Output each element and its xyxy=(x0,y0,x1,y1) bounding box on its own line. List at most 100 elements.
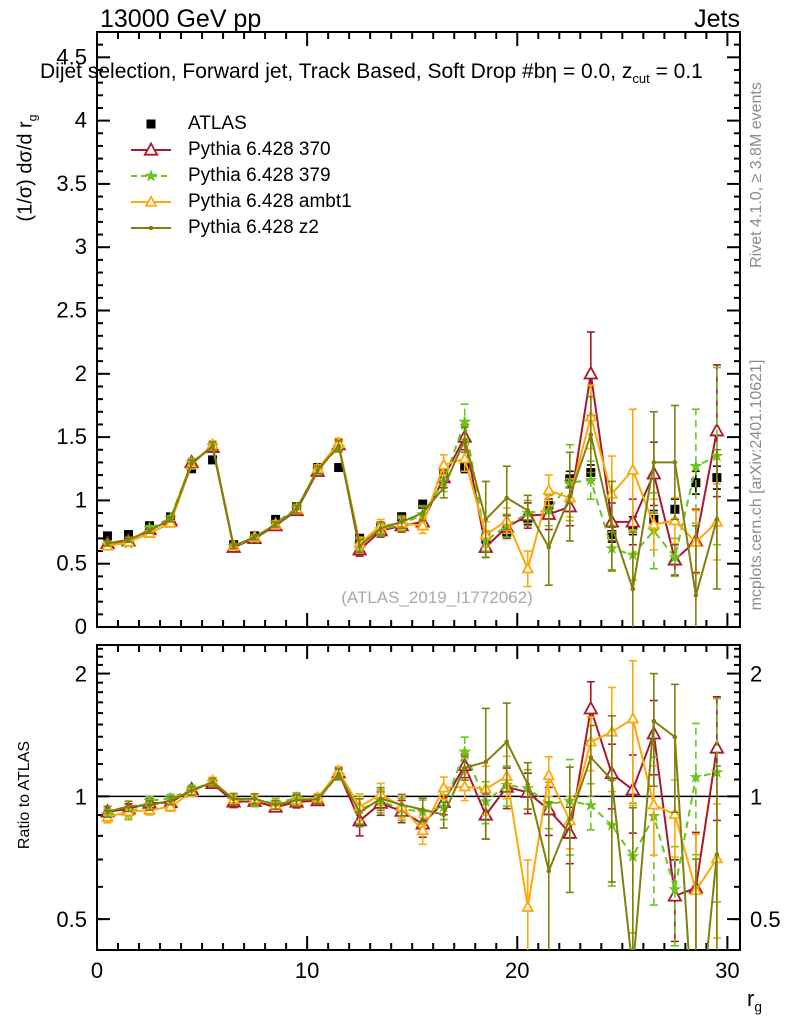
mcplots-reference-note: mcplots.cern.ch [arXiv:2401.10621] xyxy=(748,359,765,611)
data-marker-dot xyxy=(336,443,341,449)
data-marker-dot xyxy=(210,443,215,449)
data-marker-dot xyxy=(525,508,531,513)
data-marker-triangle xyxy=(458,779,472,792)
legend-marker-pythia-6-428-370-icon xyxy=(131,141,171,156)
data-marker-dot xyxy=(252,534,257,540)
series-line-pythia-6-428-370 xyxy=(107,373,718,562)
legend-label: Pythia 6.428 ambt1 xyxy=(188,191,352,212)
data-marker-square xyxy=(146,119,156,129)
legend-item-pythia-6-428-z2: Pythia 6.428 z2 xyxy=(128,215,352,241)
data-marker-square xyxy=(334,462,344,472)
series-line-pythia-6-428-ambt1 xyxy=(107,413,718,572)
data-marker-triangle xyxy=(583,365,599,380)
legend-item-pythia-6-428-ambt1: Pythia 6.428 ambt1 xyxy=(128,189,352,215)
data-marker-dot xyxy=(126,537,131,542)
data-marker-star xyxy=(668,882,682,895)
y-main-tick-label: 0.5 xyxy=(56,551,87,576)
rivet-version-note: Rivet 4.1.0, ≥ 3.8M events xyxy=(748,82,765,268)
data-marker-dot xyxy=(147,528,152,534)
legend-item-atlas: ATLAS xyxy=(128,111,352,137)
ratio-tick-label-right: 2 xyxy=(750,662,762,687)
legend-marker-pythia-6-428-z2-icon xyxy=(131,225,171,231)
series-pythia-6-428-ambt1-main xyxy=(101,384,724,588)
ratio-tick-label-left: 0.5 xyxy=(56,907,87,932)
legend-item-pythia-6-428-370: Pythia 6.428 370 xyxy=(128,137,352,163)
data-marker-dot xyxy=(294,506,299,512)
data-marker-dot xyxy=(168,517,173,522)
data-marker-dot xyxy=(441,812,447,817)
series-pythia-6-428-z2-main xyxy=(103,395,721,627)
legend-label: Pythia 6.428 370 xyxy=(188,139,331,160)
data-marker-dot xyxy=(630,586,636,592)
data-marker-dot xyxy=(273,522,278,527)
data-marker-dot xyxy=(631,968,636,973)
data-marker-dot xyxy=(651,718,657,724)
data-marker-dot xyxy=(315,467,320,473)
legend-marker-pythia-6-428-379-icon xyxy=(131,169,171,182)
data-marker-dot xyxy=(420,510,426,516)
main-panel-frame xyxy=(96,31,741,628)
data-marker-dot xyxy=(148,225,154,231)
data-marker-dot xyxy=(672,460,678,465)
series-pythia-6-428-370-ratio xyxy=(99,680,725,950)
data-marker-dot xyxy=(525,782,531,787)
y-main-tick-label: 3 xyxy=(75,234,87,259)
legend-label: Pythia 6.428 379 xyxy=(188,165,331,186)
data-marker-dot xyxy=(504,495,510,501)
y-main-tick-label: 1.5 xyxy=(56,424,87,449)
data-marker-star xyxy=(668,550,682,563)
data-marker-dot xyxy=(252,796,257,802)
legend-item-pythia-6-428-379: Pythia 6.428 379 xyxy=(128,163,352,189)
x-tick-label: 20 xyxy=(505,958,529,983)
series-line-pythia-6-428-370 xyxy=(107,708,718,898)
data-marker-dot xyxy=(567,816,573,822)
data-marker-dot xyxy=(399,802,404,807)
series-line-pythia-6-428-ambt1 xyxy=(107,717,718,908)
data-marker-star xyxy=(458,745,472,758)
data-marker-dot xyxy=(315,796,320,802)
x-axis-title: rg xyxy=(747,986,762,1015)
data-marker-dot xyxy=(462,765,468,771)
y-main-tick-label: 0 xyxy=(75,614,87,639)
y-main-tick-label: 4 xyxy=(75,108,87,133)
data-marker-dot xyxy=(483,759,489,765)
ratio-tick-label-left: 1 xyxy=(75,784,87,809)
data-marker-triangle xyxy=(416,518,430,531)
data-marker-triangle xyxy=(437,457,451,470)
data-marker-dot xyxy=(210,779,215,785)
data-marker-dot xyxy=(105,809,110,815)
data-marker-triangle xyxy=(144,194,158,207)
data-marker-star xyxy=(584,798,598,811)
series-line-pythia-6-428-379 xyxy=(107,749,718,890)
ratio-tick-label-right: 0.5 xyxy=(750,907,781,932)
data-marker-dot xyxy=(399,519,404,525)
subtitle-subscript: cut xyxy=(632,71,650,87)
y-main-tick-label: 1 xyxy=(75,487,87,512)
data-marker-dot xyxy=(147,803,152,808)
data-marker-triangle xyxy=(437,780,451,793)
data-marker-dot xyxy=(189,461,194,466)
data-marker-dot xyxy=(357,543,362,549)
subtitle-tail: = 0.1 xyxy=(649,60,703,83)
data-marker-dot xyxy=(588,432,594,437)
data-marker-dot xyxy=(588,755,594,760)
y-axis-title-ratio: Ratio to ATLAS xyxy=(16,740,33,850)
data-marker-triangle xyxy=(647,797,661,810)
process-title: Jets xyxy=(694,5,740,33)
data-marker-triangle xyxy=(583,700,599,715)
data-marker-triangle xyxy=(626,711,640,724)
data-marker-triangle xyxy=(416,823,430,836)
data-marker-dot xyxy=(231,543,236,549)
data-marker-dot xyxy=(231,796,236,802)
y-main-tick-label: 2.5 xyxy=(56,298,87,323)
data-marker-triangle xyxy=(521,561,535,574)
series-line-pythia-6-428-z2 xyxy=(107,719,718,950)
data-marker-triangle xyxy=(458,451,472,464)
data-marker-triangle xyxy=(542,768,556,781)
x-tick-label: 30 xyxy=(715,958,739,983)
data-marker-dot xyxy=(567,494,573,499)
x-tick-label: 10 xyxy=(295,958,319,983)
ratio-tick-label-left: 2 xyxy=(75,662,87,687)
